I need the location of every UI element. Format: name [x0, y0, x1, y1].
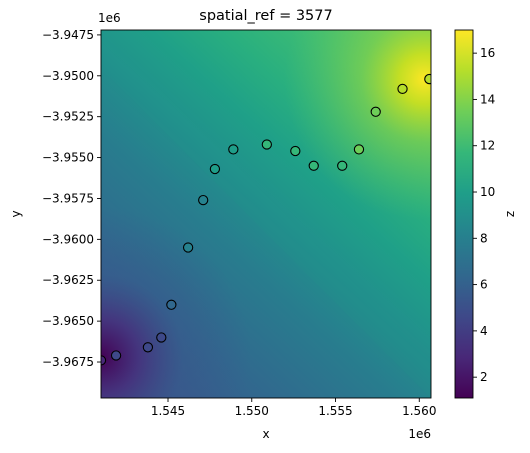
colorbar: 2 4 6 8 10 12 14 16 z — [454, 29, 517, 399]
data-point — [166, 299, 177, 310]
colorbar-tick-label: 10 — [480, 185, 495, 199]
y-tick-label: −3.9575 — [42, 191, 94, 205]
data-point — [397, 83, 408, 95]
x-tick-label: 1.545 — [151, 404, 185, 418]
x-axis-label: x — [262, 427, 269, 441]
y-tick-label: −3.9525 — [42, 110, 94, 124]
data-point — [142, 342, 154, 353]
x-tick-label: 1.560 — [402, 404, 436, 418]
data-point — [370, 106, 381, 117]
data-point — [228, 144, 239, 155]
x-tick-label: 1.550 — [235, 404, 269, 418]
x-offset-label: 1e6 — [408, 427, 431, 441]
data-point — [110, 350, 122, 361]
data-point — [261, 139, 272, 150]
colorbar-label: z — [503, 211, 517, 217]
y-axis-label: y — [9, 210, 23, 217]
x-axis: 1.545 1.550 1.555 1.560 — [151, 398, 436, 418]
plot-area — [101, 30, 431, 398]
data-point — [424, 73, 431, 85]
data-point — [182, 242, 194, 253]
y-tick-label: −3.9650 — [42, 314, 94, 328]
y-tick-label: −3.9500 — [42, 69, 94, 83]
data-point — [290, 145, 301, 157]
colorbar-gradient — [454, 29, 474, 399]
y-tick-label: −3.9600 — [42, 232, 94, 246]
y-tick-label: −3.9675 — [42, 355, 94, 369]
colorbar-tick-label: 4 — [480, 324, 488, 338]
y-tick-label: −3.9475 — [42, 28, 94, 42]
data-point — [308, 160, 319, 171]
chart-title: spatial_ref = 3577 — [199, 8, 332, 24]
data-point — [156, 332, 167, 343]
data-point — [353, 144, 365, 155]
colorbar-tick-label: 14 — [480, 92, 495, 106]
plot-frame — [100, 29, 432, 399]
colorbar-tick-label: 16 — [480, 46, 495, 60]
x-tick-label: 1.555 — [318, 404, 352, 418]
y-tick-label: −3.9625 — [42, 273, 94, 287]
data-point — [337, 160, 348, 171]
data-point — [198, 194, 209, 206]
y-axis: −3.9475 −3.9500 −3.9525 −3.9550 −3.9575 −3.96… — [42, 28, 101, 369]
colorbar-tick-label: 6 — [480, 278, 488, 292]
colorbar-axis: 2 4 6 8 10 12 14 16 — [473, 46, 495, 384]
colorbar-tick-label: 12 — [480, 139, 495, 153]
colorbar-tick-label: 2 — [480, 370, 488, 384]
heatmap-diagonal-band — [101, 30, 431, 398]
heatmap-high-region — [101, 30, 431, 398]
y-tick-label: −3.9550 — [42, 151, 94, 165]
y-offset-label: 1e6 — [98, 11, 121, 25]
data-point — [209, 163, 221, 175]
colorbar-tick-label: 8 — [480, 231, 488, 245]
